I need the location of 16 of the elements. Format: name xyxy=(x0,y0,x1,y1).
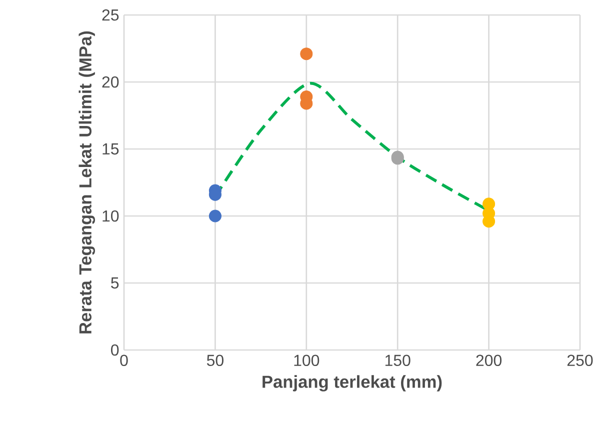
y-tick-label: 0 xyxy=(111,344,119,356)
y-axis-title: Rerata Tegangan Lekat Ultimit (MPa) xyxy=(78,31,96,334)
x-tick-label: 200 xyxy=(476,354,502,366)
x-tick-label: 50 xyxy=(206,354,224,366)
y-tick-label: 5 xyxy=(111,277,119,289)
x-axis-title: Panjang terlekat (mm) xyxy=(262,375,442,392)
point xyxy=(208,210,222,222)
x-tick-label: 150 xyxy=(385,354,410,366)
point xyxy=(300,48,313,60)
x-tick-label: 0 xyxy=(120,354,128,366)
x-tick-label: 100 xyxy=(294,354,320,366)
y-tick-label: 25 xyxy=(102,9,119,21)
y-tick-label: 10 xyxy=(102,210,119,222)
y-tick-label: 15 xyxy=(102,143,119,155)
y-tick-label: 20 xyxy=(102,76,119,88)
x-tick-label: 250 xyxy=(567,354,593,366)
